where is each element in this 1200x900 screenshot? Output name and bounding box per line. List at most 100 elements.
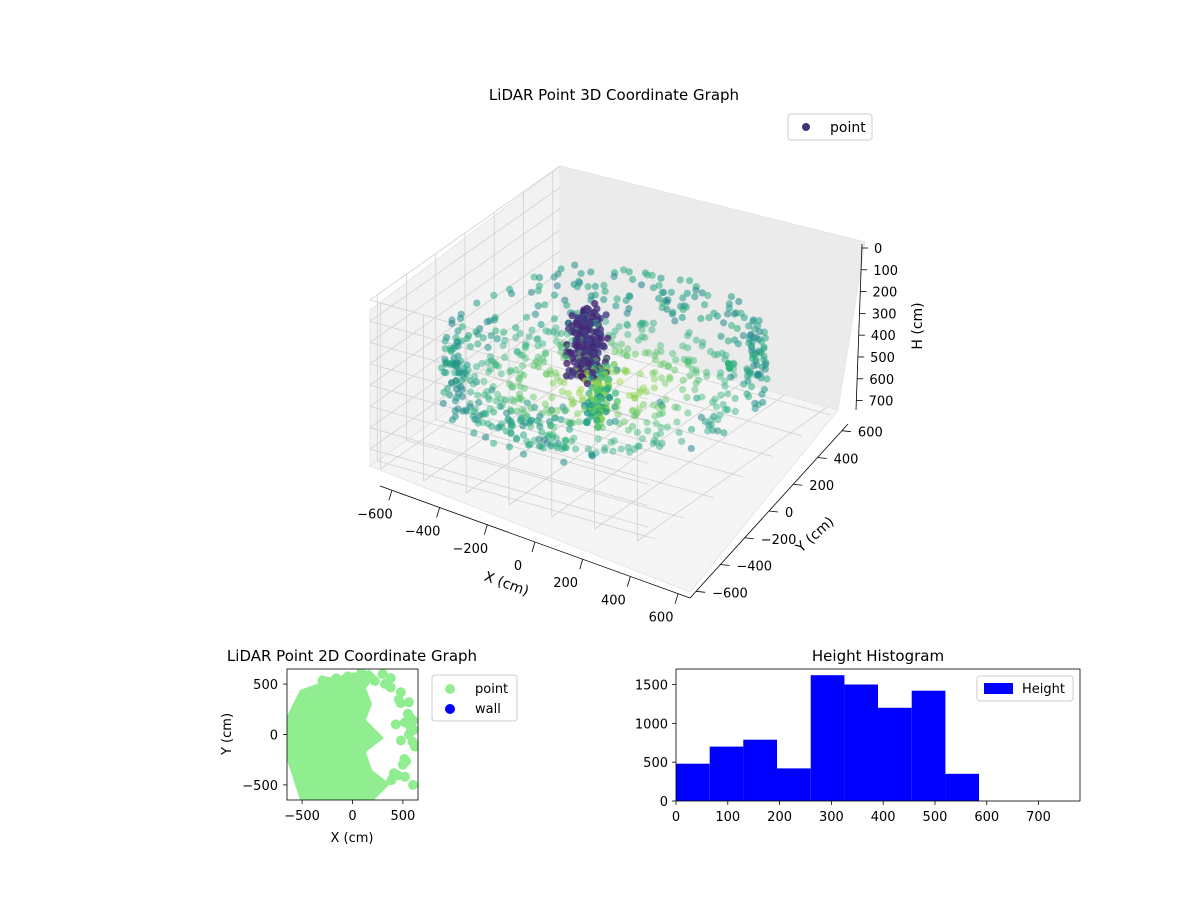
plot3d-point bbox=[520, 450, 528, 458]
plot3d-point bbox=[685, 277, 694, 285]
plot3d-point bbox=[692, 369, 700, 377]
plot3d-point bbox=[727, 293, 736, 301]
plot3d-point bbox=[479, 418, 487, 427]
plot3d-point bbox=[513, 407, 521, 415]
plot3d-point bbox=[656, 429, 665, 438]
plot3d-point bbox=[550, 291, 559, 299]
plot3d-point bbox=[617, 445, 625, 453]
plot3d-y-tick-label: −400 bbox=[736, 560, 772, 575]
plot3d-point bbox=[602, 311, 610, 319]
plot3d-point bbox=[745, 322, 753, 330]
plot3d-point bbox=[757, 374, 765, 382]
plot3d-point bbox=[631, 350, 639, 358]
plot3d-point bbox=[636, 370, 644, 378]
plot3d-point bbox=[492, 360, 500, 369]
plot3d-point bbox=[758, 390, 766, 398]
plot3d-point bbox=[613, 366, 621, 374]
plot3d-point bbox=[518, 396, 526, 404]
plot3d-point bbox=[612, 302, 620, 310]
plot3d-point bbox=[638, 435, 647, 443]
plot3d-point bbox=[568, 400, 577, 408]
plot3d-point bbox=[601, 287, 609, 295]
plot3d-point bbox=[547, 370, 555, 378]
plot3d-point bbox=[610, 437, 618, 445]
plot3d-point bbox=[684, 358, 692, 366]
plot3d-point bbox=[658, 439, 666, 447]
plot3d-point bbox=[635, 389, 644, 397]
plot3d-x-tick bbox=[483, 524, 488, 535]
plot3d-legend-box bbox=[787, 113, 873, 141]
plot3d-point bbox=[516, 329, 524, 337]
plot3d-z-tick-label: 200 bbox=[872, 286, 897, 301]
plot3d-point bbox=[654, 403, 662, 411]
plot3d-point bbox=[716, 411, 724, 419]
plot3d-point bbox=[463, 407, 471, 415]
plot3d-point bbox=[482, 433, 490, 441]
plot3d-point bbox=[625, 391, 634, 399]
plot3d-point bbox=[740, 380, 748, 388]
plot3d-point bbox=[583, 419, 591, 427]
plot3d-point bbox=[463, 335, 471, 343]
plot3d-point bbox=[447, 347, 455, 355]
plot3d-point bbox=[517, 370, 525, 378]
plot3d-point bbox=[611, 348, 619, 356]
plot3d-point bbox=[649, 284, 658, 292]
plot2d-points bbox=[287, 669, 418, 800]
plot3d-point bbox=[553, 330, 561, 338]
plot3d-point bbox=[674, 404, 682, 412]
plot3d-point bbox=[763, 375, 771, 383]
plot3d-point bbox=[520, 371, 528, 379]
plot3d-point bbox=[659, 403, 667, 411]
plot3d-point bbox=[534, 363, 543, 371]
plot3d-point bbox=[488, 422, 496, 431]
plot3d-point bbox=[689, 357, 698, 365]
plot3d-point bbox=[505, 380, 514, 388]
plot3d-point bbox=[671, 403, 679, 411]
plot3d-point bbox=[512, 333, 520, 341]
plot3d-point bbox=[710, 412, 718, 421]
plot3d-z-tick-label: 600 bbox=[869, 373, 894, 388]
plot3d-point bbox=[472, 363, 481, 371]
plot3d-point bbox=[652, 419, 660, 428]
plot3d-point bbox=[534, 335, 542, 343]
plot3d-point bbox=[685, 329, 693, 337]
plot3d-point bbox=[712, 403, 721, 411]
plot3d-point bbox=[616, 378, 624, 386]
plot3d-point bbox=[493, 335, 501, 343]
plot3d-point bbox=[458, 392, 466, 401]
plot3d-point bbox=[441, 345, 449, 353]
plot3d-point bbox=[512, 324, 520, 332]
plot3d-point bbox=[745, 393, 753, 401]
plot3d-point bbox=[623, 367, 631, 375]
plot3d-point bbox=[705, 314, 713, 322]
histogram-bars bbox=[676, 675, 979, 801]
plot3d-point bbox=[629, 406, 637, 415]
plot3d-point bbox=[487, 356, 495, 365]
plot3d-point bbox=[657, 360, 665, 369]
plot3d-point bbox=[650, 384, 659, 392]
plot2d-point bbox=[331, 673, 342, 684]
plot3d-point bbox=[570, 434, 578, 442]
plot3d-point bbox=[630, 391, 638, 399]
plot3d-point bbox=[521, 344, 529, 352]
plot3d-point bbox=[687, 444, 695, 453]
plot3d-point bbox=[731, 394, 739, 402]
plot3d-point bbox=[623, 309, 631, 317]
plot3d-point bbox=[573, 283, 581, 291]
plot3d-point bbox=[625, 268, 633, 276]
plot3d-point bbox=[617, 340, 626, 348]
histogram-x-tick-label: 0 bbox=[672, 810, 680, 825]
plot3d-legend-label: point bbox=[830, 120, 866, 136]
plot3d-point bbox=[649, 439, 657, 448]
plot3d-point bbox=[650, 375, 658, 383]
plot3d-point bbox=[673, 418, 681, 426]
plot3d-point bbox=[567, 395, 576, 403]
plot3d-point bbox=[665, 362, 673, 370]
plot3d-point bbox=[678, 313, 686, 322]
plot3d-point bbox=[516, 351, 524, 359]
plot3d-point bbox=[591, 282, 600, 290]
plot3d-point bbox=[513, 348, 522, 356]
plot3d-point bbox=[611, 327, 619, 335]
plot3d-point bbox=[643, 418, 651, 427]
plot3d-point bbox=[651, 352, 659, 360]
